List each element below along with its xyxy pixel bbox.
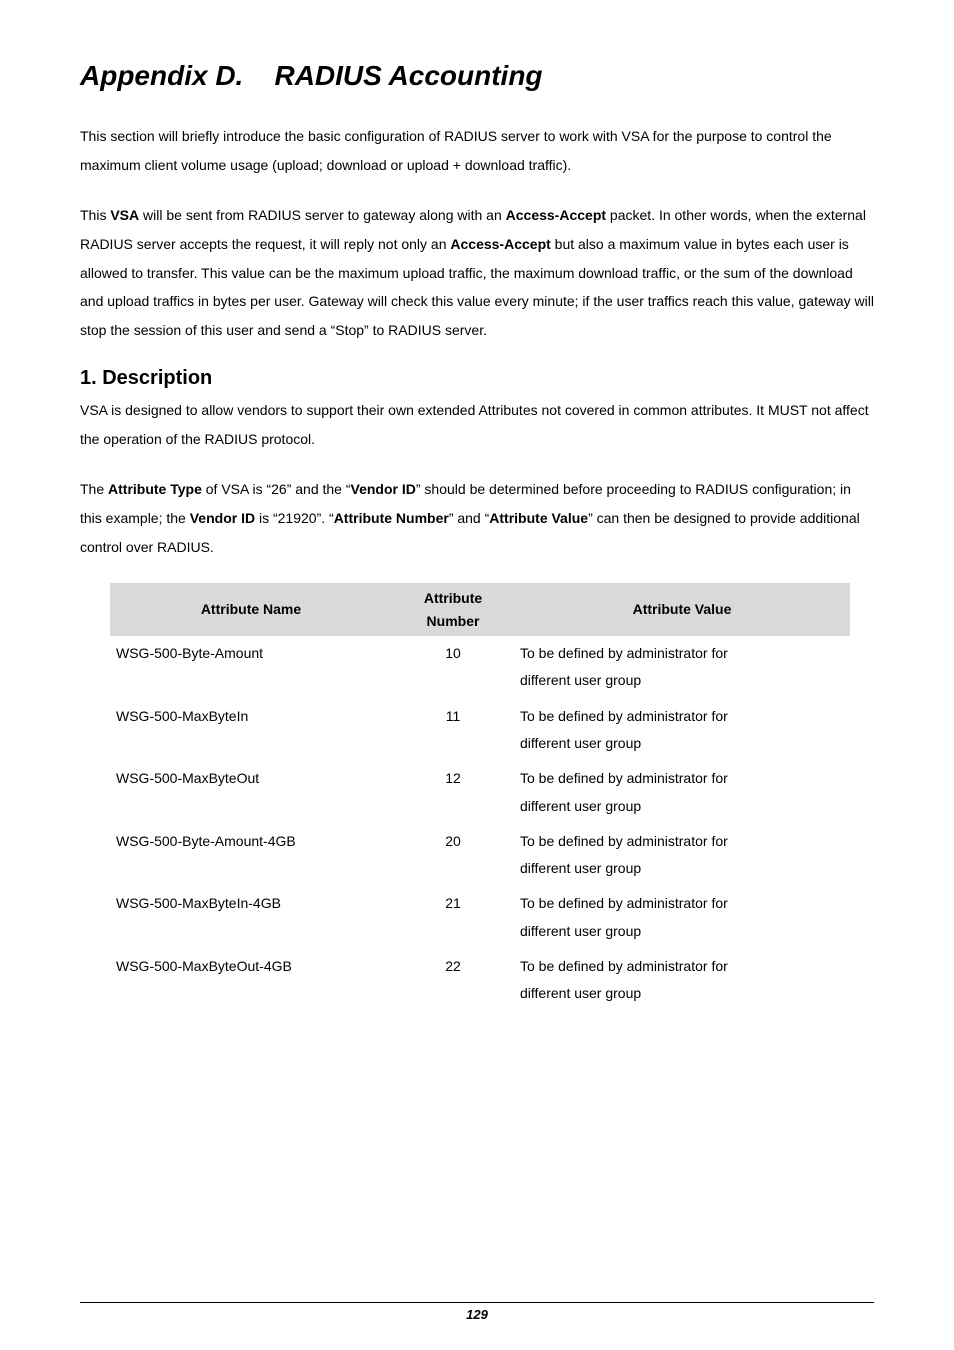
table-header-row: Attribute Name Attribute Number Attribut…	[110, 583, 850, 636]
intro-p1-text: This section will briefly introduce the …	[80, 128, 832, 173]
s1p2-attrval: Attribute Value	[489, 510, 588, 526]
appendix-title: Appendix D. RADIUS Accounting	[80, 60, 874, 92]
intro-paragraph-1: This section will briefly introduce the …	[80, 122, 874, 179]
intro-p2-b: will be sent from RADIUS server to gatew…	[139, 207, 506, 223]
th-number-l2: Number	[427, 613, 480, 629]
section-1-paragraph-1: VSA is designed to allow vendors to supp…	[80, 396, 874, 453]
cell-value: To be defined by administrator for diffe…	[514, 949, 850, 1012]
table-row: WSG-500-MaxByteIn-4GB 21 To be defined b…	[110, 886, 850, 949]
th-number-l1: Attribute	[424, 590, 482, 606]
cell-value-l2: different user group	[520, 923, 641, 939]
cell-name: WSG-500-Byte-Amount-4GB	[110, 824, 392, 887]
intro-p2-a: This	[80, 207, 110, 223]
cell-value-l2: different user group	[520, 672, 641, 688]
cell-name: WSG-500-MaxByteOut	[110, 761, 392, 824]
intro-p2-accept: Access-Accept	[506, 207, 606, 223]
cell-number: 20	[392, 824, 514, 887]
cell-number: 22	[392, 949, 514, 1012]
s1p2-attrnum: Attribute Number	[334, 510, 449, 526]
page-number: 129	[466, 1307, 488, 1322]
cell-name: WSG-500-MaxByteIn-4GB	[110, 886, 392, 949]
section-1-paragraph-2: The Attribute Type of VSA is “26” and th…	[80, 475, 874, 561]
section-1-heading: 1. Description	[80, 367, 874, 390]
table-row: WSG-500-Byte-Amount 10 To be defined by …	[110, 636, 850, 699]
cell-name: WSG-500-Byte-Amount	[110, 636, 392, 699]
cell-value-l1: To be defined by administrator for	[520, 895, 728, 911]
cell-number: 10	[392, 636, 514, 699]
cell-value: To be defined by administrator for diffe…	[514, 699, 850, 762]
s1p2-a: The	[80, 481, 108, 497]
cell-name: WSG-500-MaxByteOut-4GB	[110, 949, 392, 1012]
table-row: WSG-500-MaxByteOut-4GB 22 To be defined …	[110, 949, 850, 1012]
cell-value-l2: different user group	[520, 860, 641, 876]
cell-value-l2: different user group	[520, 798, 641, 814]
table-row: WSG-500-MaxByteOut 12 To be defined by a…	[110, 761, 850, 824]
cell-value-l1: To be defined by administrator for	[520, 708, 728, 724]
cell-value: To be defined by administrator for diffe…	[514, 636, 850, 699]
cell-value-l1: To be defined by administrator for	[520, 833, 728, 849]
cell-value: To be defined by administrator for diffe…	[514, 824, 850, 887]
cell-number: 21	[392, 886, 514, 949]
th-value: Attribute Value	[514, 583, 850, 636]
attribute-table: Attribute Name Attribute Number Attribut…	[110, 583, 850, 1011]
intro-p2-vsa: VSA	[110, 207, 139, 223]
cell-value-l2: different user group	[520, 985, 641, 1001]
intro-p2-accept2: Access-Accept	[450, 236, 550, 252]
th-name: Attribute Name	[110, 583, 392, 636]
s1p2-d: is “21920”. “	[255, 510, 334, 526]
table-row: WSG-500-Byte-Amount-4GB 20 To be defined…	[110, 824, 850, 887]
s1p2-e: ” and “	[449, 510, 489, 526]
title-main: RADIUS Accounting	[274, 60, 542, 91]
s1p2-vendorid: Vendor ID	[351, 481, 416, 497]
intro-paragraph-2: This VSA will be sent from RADIUS server…	[80, 201, 874, 344]
cell-value: To be defined by administrator for diffe…	[514, 886, 850, 949]
cell-value-l1: To be defined by administrator for	[520, 958, 728, 974]
s1p2-attrtype: Attribute Type	[108, 481, 202, 497]
s1p2-vendorid2: Vendor ID	[190, 510, 255, 526]
cell-value-l1: To be defined by administrator for	[520, 645, 728, 661]
cell-name: WSG-500-MaxByteIn	[110, 699, 392, 762]
s1p2-b: of VSA is “26” and the “	[202, 481, 351, 497]
table-row: WSG-500-MaxByteIn 11 To be defined by ad…	[110, 699, 850, 762]
title-prefix: Appendix D.	[80, 60, 243, 91]
cell-number: 11	[392, 699, 514, 762]
cell-value-l1: To be defined by administrator for	[520, 770, 728, 786]
th-number: Attribute Number	[392, 583, 514, 636]
page-container: Appendix D. RADIUS Accounting This secti…	[0, 0, 954, 1350]
cell-value: To be defined by administrator for diffe…	[514, 761, 850, 824]
cell-number: 12	[392, 761, 514, 824]
page-footer: 129	[80, 1302, 874, 1322]
cell-value-l2: different user group	[520, 735, 641, 751]
